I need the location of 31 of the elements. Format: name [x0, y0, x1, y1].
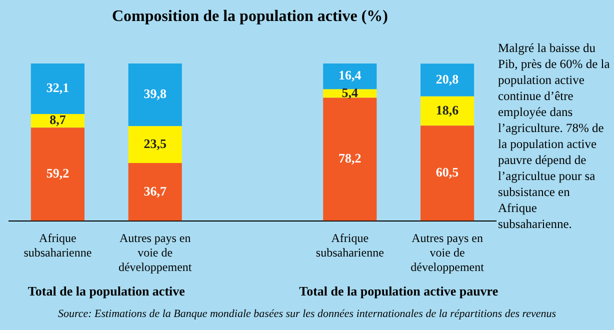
bar: [128, 63, 182, 126]
data-label: 23,5: [144, 136, 167, 151]
data-label: 39,8: [144, 86, 167, 102]
data-label: 60,5: [436, 164, 460, 180]
x-tick-label: Autres pays en voie de développement: [410, 231, 485, 274]
text: Malgré la baisse du Pib, près de 60% de la population active continue d’être employée dans l’agriculture. 78% de la population active pauvre dépend de l’agricultue pour sa subsistance en Afrique subsaharienne.: [498, 41, 610, 231]
bar: [128, 126, 182, 164]
data-label: 78,2: [338, 150, 362, 166]
data-label: 32,1: [46, 80, 70, 96]
bar: [323, 63, 377, 90]
data-label: 59,2: [46, 166, 70, 181]
chart-title: Composition de la population active (%): [110, 8, 389, 26]
bar: [420, 64, 474, 96]
source-note: Source: Estimations de la Banque mondiale basées sur les données internationales de la répartitions des revenus: [56, 308, 558, 320]
data-label: 18,6: [436, 102, 460, 118]
bar: [323, 98, 377, 221]
data-label: 20,8: [436, 71, 460, 86]
data-label: 36,7: [144, 183, 167, 198]
bar: [30, 63, 84, 114]
bar: [128, 163, 182, 221]
x-tick-label: Afrique subsaharienne: [316, 231, 384, 260]
bar: [30, 128, 84, 221]
data-label: 5,4: [342, 84, 359, 100]
bar: [420, 126, 474, 221]
data-label: 8,7: [50, 112, 66, 128]
x-tick-label: Autres pays en voie de développement: [118, 231, 192, 274]
bar: [420, 96, 474, 126]
text: Total de la population active pauvre: [299, 283, 498, 298]
data-label: 16,4: [338, 68, 362, 83]
x-tick-label: Afrique subsaharienne: [24, 231, 92, 260]
text: Total de la population active: [28, 283, 186, 298]
